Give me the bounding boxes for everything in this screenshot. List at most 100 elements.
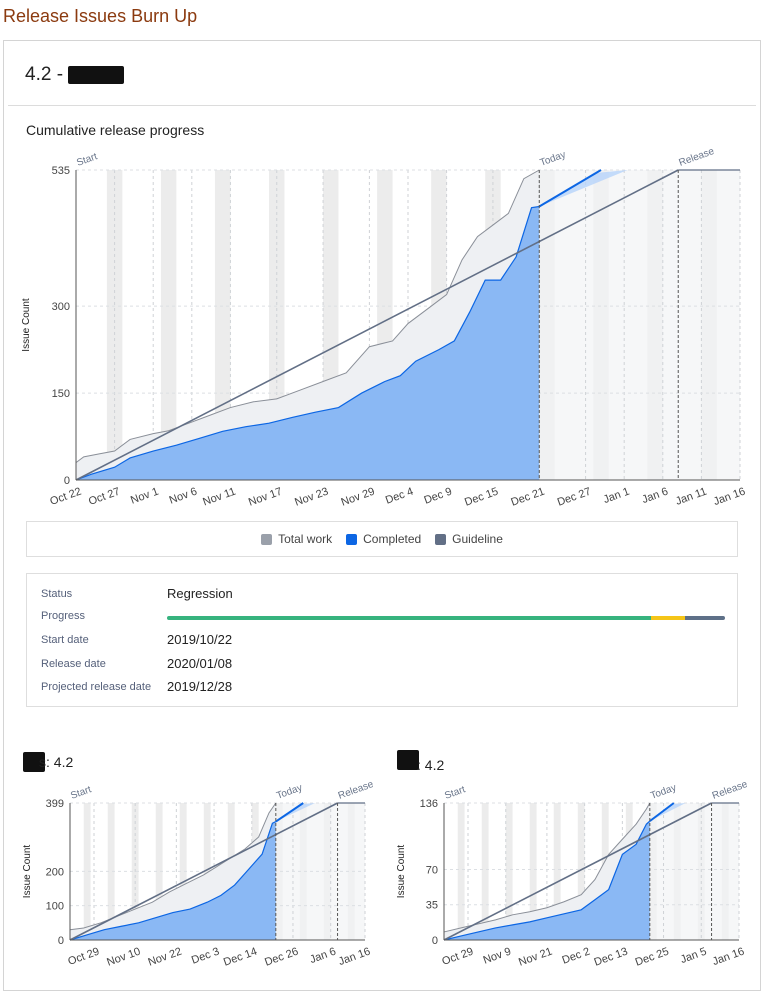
y-tick-label: 35 bbox=[426, 900, 438, 912]
sub-chart-2-title: : 4.2 bbox=[397, 747, 444, 773]
x-tick-label: Dec 3 bbox=[190, 946, 221, 967]
header-divider bbox=[8, 105, 756, 106]
sub-chart-1-title: s: 4.2 bbox=[23, 752, 73, 772]
x-tick-label: Dec 2 bbox=[561, 946, 592, 967]
start-marker-label: Start bbox=[75, 151, 99, 169]
weekend-band bbox=[529, 803, 537, 940]
forecast-band bbox=[275, 803, 316, 822]
progress-segment-1 bbox=[651, 616, 685, 620]
weekend-band bbox=[83, 803, 91, 940]
y-tick-label: 535 bbox=[52, 165, 70, 177]
y-axis-title: Issue Count bbox=[22, 845, 33, 899]
x-tick-label: Dec 4 bbox=[384, 486, 415, 507]
y-axis-title: Issue Count bbox=[396, 845, 407, 899]
completed-area bbox=[76, 206, 540, 480]
x-tick-label: Oct 22 bbox=[48, 486, 83, 508]
weekend-band bbox=[457, 803, 465, 940]
start-marker-label: Start bbox=[443, 784, 467, 802]
x-tick-label: Dec 27 bbox=[556, 486, 593, 509]
legend-label-completed: Completed bbox=[363, 532, 422, 546]
weekend-band bbox=[553, 803, 561, 940]
x-tick-label: Jan 6 bbox=[308, 946, 337, 966]
x-tick-label: Jan 11 bbox=[674, 486, 708, 508]
sub-burnup-chart-1: Start Today Release 0 100 200 399 Oct 29 Nov 10 N… bbox=[22, 779, 374, 969]
legend-item-completed[interactable]: Completed bbox=[346, 532, 421, 546]
y-tick-label: 70 bbox=[426, 864, 438, 876]
version-title: 4.2 - bbox=[25, 64, 125, 86]
x-tick-label: Dec 21 bbox=[509, 486, 546, 509]
total-work-line bbox=[443, 802, 651, 933]
guideline-line bbox=[69, 802, 338, 941]
start-marker-label: Start bbox=[69, 784, 93, 802]
weekend-band bbox=[107, 803, 115, 940]
redacted-version-name bbox=[68, 65, 125, 84]
x-tick-label: Jan 1 bbox=[602, 486, 631, 506]
future-shading bbox=[539, 170, 740, 480]
forecast-line bbox=[538, 169, 602, 208]
total-work-area bbox=[444, 803, 650, 940]
today-marker-label: Today bbox=[275, 782, 304, 801]
x-tick-label: Nov 1 bbox=[129, 486, 160, 507]
start-date-row: Start date 2019/10/22 bbox=[41, 632, 232, 647]
status-label: Status bbox=[41, 587, 73, 600]
release-info-panel: Status Regression Progress Start date 20… bbox=[26, 573, 738, 707]
weekend-band bbox=[179, 803, 187, 940]
completed-line bbox=[443, 820, 651, 941]
x-tick-label: Oct 29 bbox=[66, 946, 101, 968]
total-work-line bbox=[75, 169, 540, 464]
status-value: Regression bbox=[167, 586, 233, 601]
progress-segment-2 bbox=[684, 616, 725, 620]
y-tick-label: 0 bbox=[432, 935, 438, 947]
progress-segment-0 bbox=[167, 616, 652, 620]
projected-date-row: Projected release date 2019/12/28 bbox=[41, 679, 232, 694]
version-title-text: 4.2 - bbox=[25, 64, 64, 85]
release-date-value: 2020/01/08 bbox=[167, 656, 233, 671]
forecast-line bbox=[649, 802, 675, 822]
progress-label: Progress bbox=[41, 610, 86, 622]
legend-swatch-completed bbox=[346, 533, 358, 545]
guideline-line bbox=[443, 802, 712, 941]
redacted-project-name-2 bbox=[397, 750, 419, 770]
y-tick-label: 200 bbox=[46, 866, 64, 878]
guideline-line bbox=[75, 169, 679, 481]
today-marker-label: Today bbox=[649, 782, 678, 801]
x-tick-label: Jan 16 bbox=[337, 946, 372, 969]
x-tick-label: Nov 21 bbox=[517, 946, 554, 969]
main-burnup-chart: Start Today Release 0 150 300 535 Oct 22 Oct 27 N… bbox=[21, 146, 747, 509]
y-tick-label: 399 bbox=[46, 798, 64, 810]
weekend-band bbox=[160, 170, 177, 480]
x-tick-label: Oct 27 bbox=[87, 486, 122, 508]
x-tick-label: Dec 15 bbox=[463, 486, 500, 509]
y-axis-title: Issue Count bbox=[21, 298, 32, 352]
x-tick-label: Nov 23 bbox=[293, 486, 330, 509]
y-tick-label: 300 bbox=[52, 301, 70, 313]
x-tick-label: Oct 29 bbox=[440, 946, 475, 968]
y-tick-label: 136 bbox=[420, 798, 438, 810]
release-date-label: Release date bbox=[41, 657, 106, 670]
redacted-project-name-1 bbox=[23, 752, 45, 772]
start-date-value: 2019/10/22 bbox=[167, 632, 233, 647]
release-marker-label: Release bbox=[677, 146, 716, 169]
total-work-area bbox=[76, 170, 540, 480]
chart-legend: Total work Completed Guideline bbox=[26, 521, 738, 557]
x-tick-label: Dec 13 bbox=[593, 946, 630, 969]
weekend-band bbox=[577, 803, 585, 940]
progress-bar bbox=[167, 616, 725, 620]
legend-item-guideline[interactable]: Guideline bbox=[435, 532, 503, 546]
x-tick-label: Nov 29 bbox=[340, 486, 377, 509]
y-tick-label: 150 bbox=[52, 388, 70, 400]
start-date-label: Start date bbox=[41, 633, 89, 646]
projected-date-label: Projected release date bbox=[41, 680, 152, 693]
forecast-band bbox=[649, 803, 686, 822]
y-tick-label: 0 bbox=[58, 935, 64, 947]
completed-line bbox=[75, 205, 540, 481]
legend-item-total-work[interactable]: Total work bbox=[261, 532, 332, 546]
weekend-band bbox=[203, 803, 211, 940]
x-tick-label: Nov 11 bbox=[201, 486, 237, 509]
future-shading bbox=[649, 803, 739, 940]
x-tick-label: Dec 25 bbox=[634, 946, 671, 969]
x-tick-label: Dec 14 bbox=[222, 946, 259, 969]
x-tick-label: Jan 6 bbox=[640, 486, 669, 506]
legend-swatch-guideline bbox=[435, 533, 447, 545]
legend-label-total-work: Total work bbox=[278, 532, 333, 546]
